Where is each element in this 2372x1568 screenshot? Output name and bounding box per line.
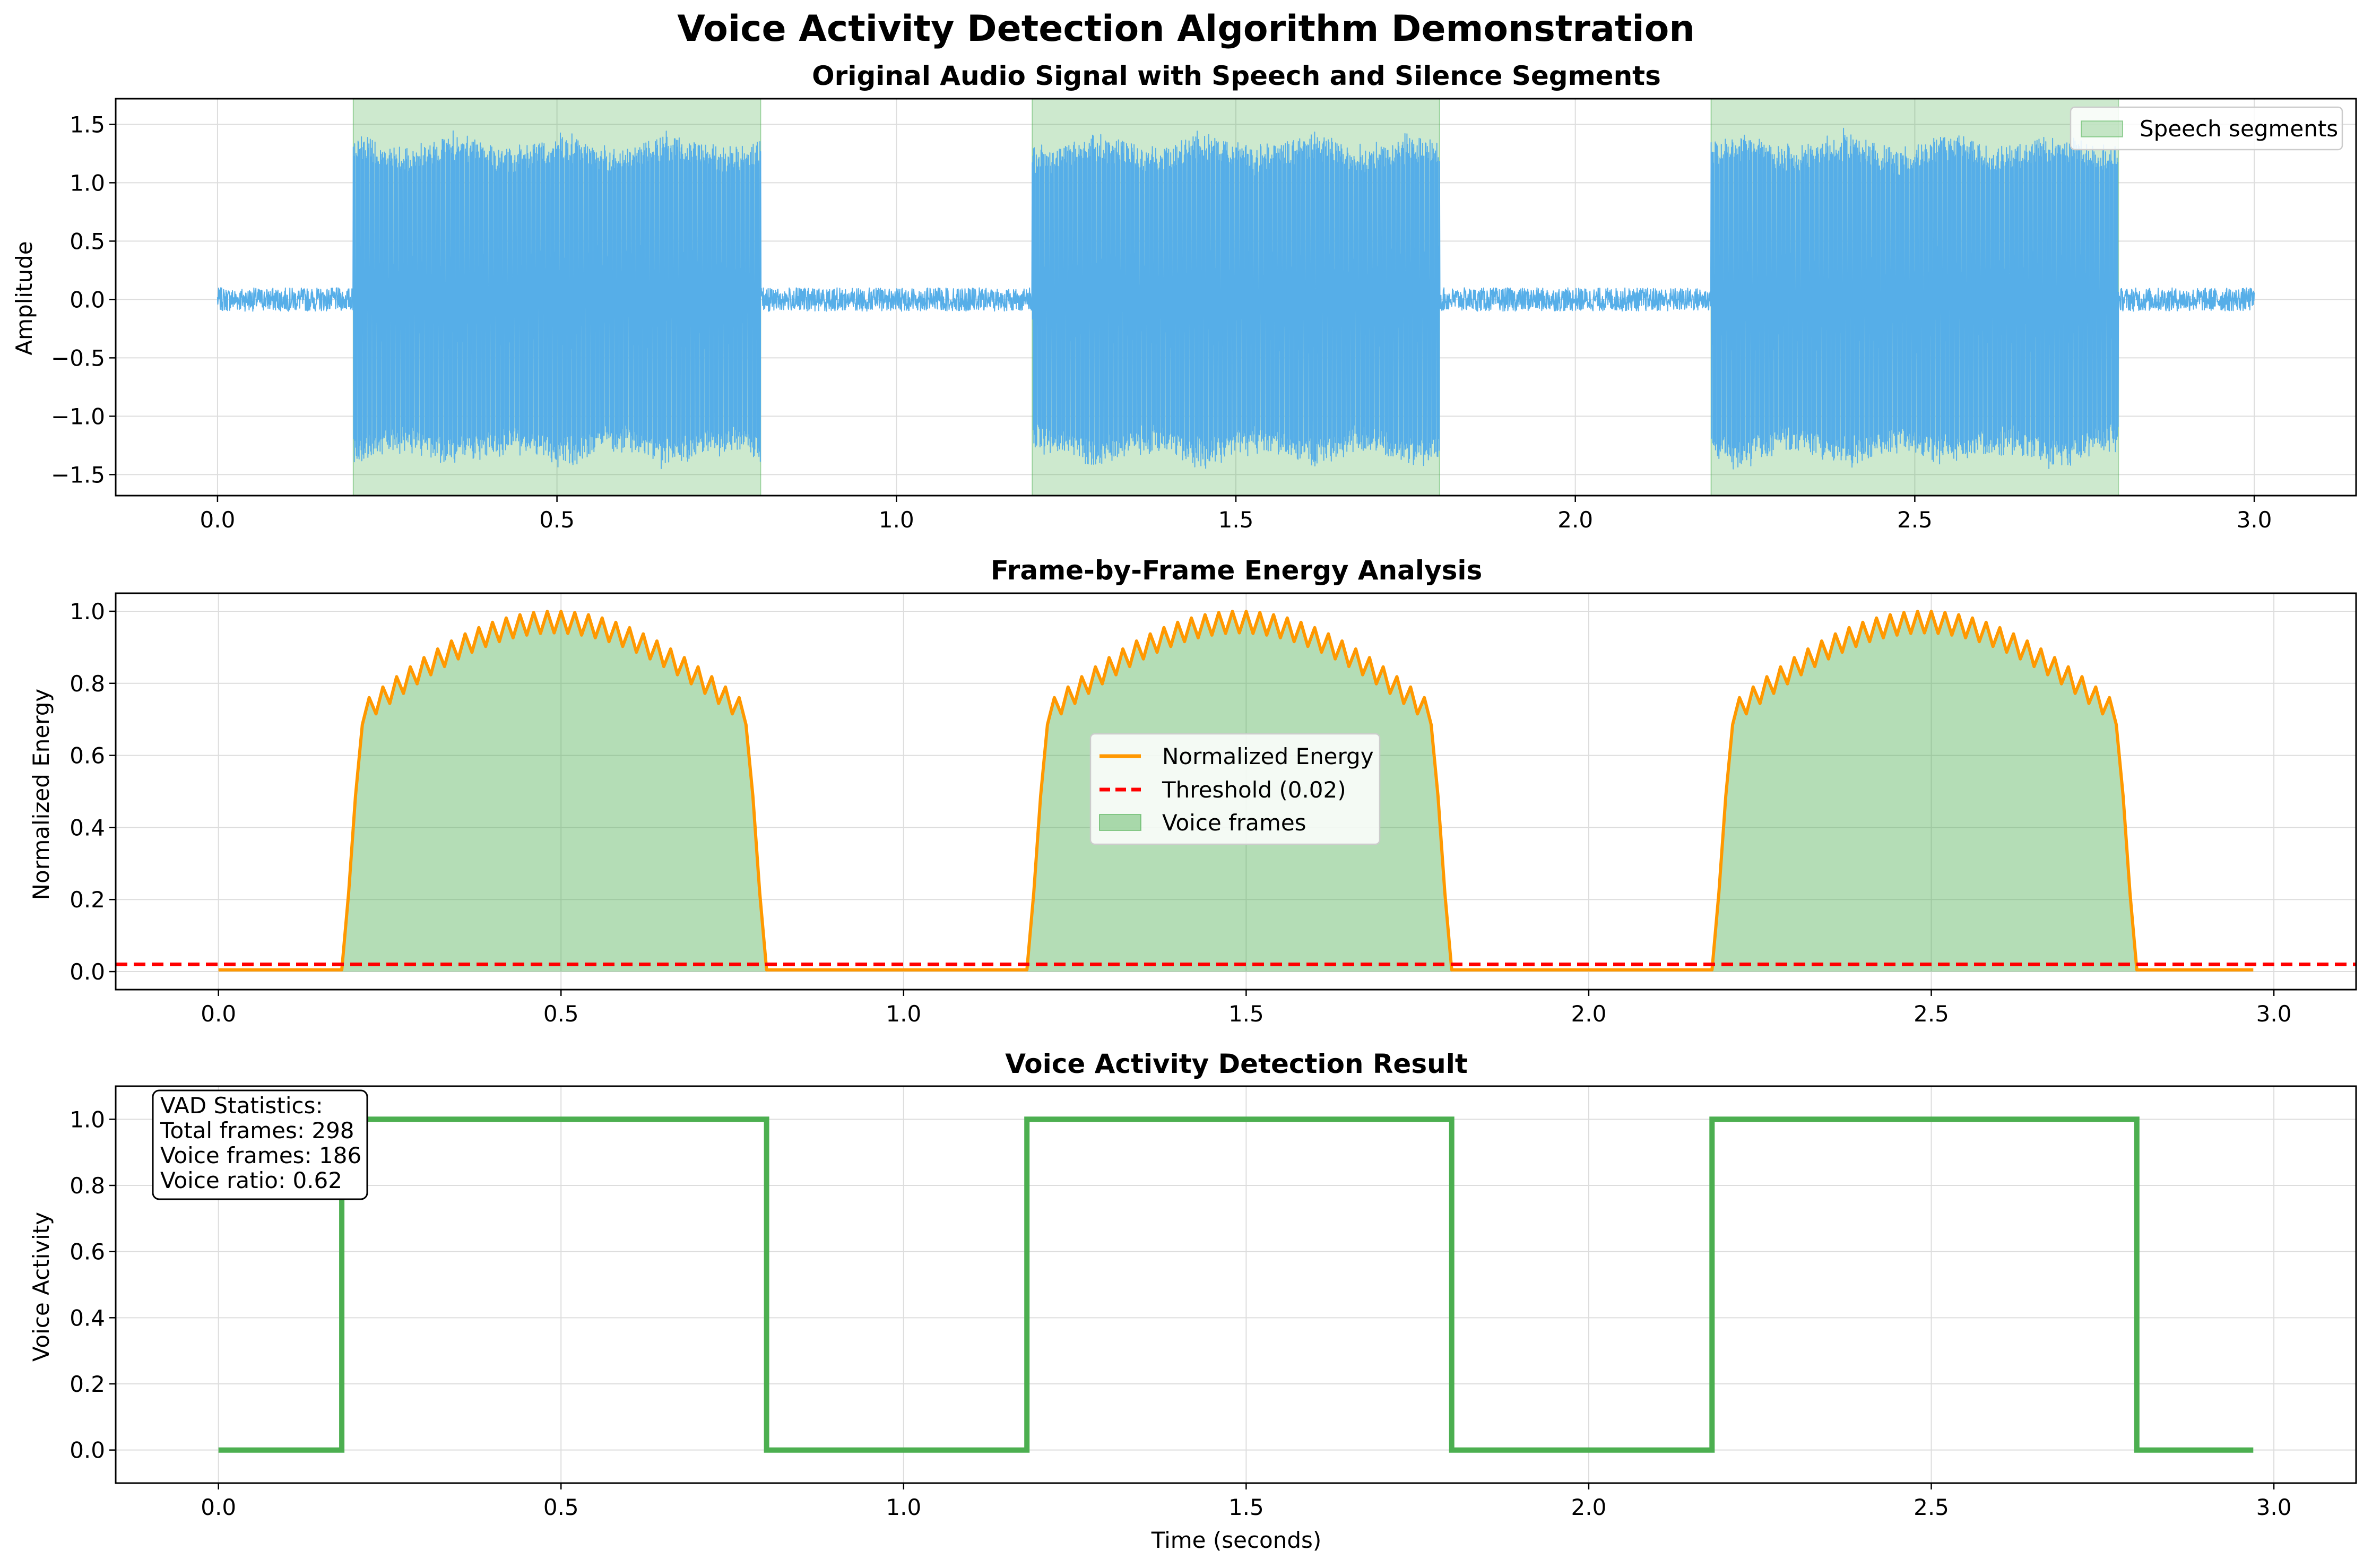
y-tick-label: 0.0 (70, 1437, 105, 1463)
voice-frame-fill (342, 611, 2137, 972)
x-tick-label: 2.0 (1557, 507, 1593, 533)
x-tick-label: 1.0 (886, 1001, 921, 1027)
grid-lines (116, 593, 2356, 990)
x-tick-label: 1.0 (879, 507, 914, 533)
y-tick-label: 0.0 (70, 287, 105, 313)
vad-step-series (218, 1116, 2254, 1453)
panel-energy-analysis: Frame-by-Frame Energy Analysis Normalize… (28, 555, 2357, 1027)
audio-signal-line (217, 127, 2255, 470)
x-tick-label: 0.5 (543, 1001, 579, 1027)
y-tick-label: 0.6 (70, 743, 105, 769)
x-tick-label: 3.0 (2237, 507, 2272, 533)
x-axis-label: Time (seconds) (1151, 1527, 1322, 1553)
grid-lines (116, 1086, 2356, 1483)
axis-ticks: 0.0 0.5 1.0 1.5 2.0 2.5 3.0 −1.5 −1.0 −0.5 0.0 0.5 1… (51, 111, 2272, 533)
stats-box-border (152, 1089, 368, 1200)
panel-audio-signal: Original Audio Signal with Speech and Si… (11, 60, 2357, 533)
legend-label-voice-frames: Voice frames (1162, 810, 1306, 836)
axis-ticks: 0.0 0.5 1.0 1.5 2.0 2.5 3.0 0.0 0.2 0.4 0.6 0.8 1.0 (70, 599, 2291, 1027)
stats-line-total-frames: Total frames: 298 (160, 1117, 354, 1143)
voice-frames-area (1712, 611, 2137, 972)
x-tick-label: 3.0 (2256, 1001, 2292, 1027)
y-tick-label: 0.8 (70, 671, 105, 697)
x-tick-label: 0.0 (201, 1001, 236, 1027)
legend: Normalized Energy Threshold (0.02) Voice… (1089, 733, 1381, 845)
x-tick-label: 1.5 (1228, 1494, 1264, 1520)
axis-ticks: 0.0 0.5 1.0 1.5 2.0 2.5 3.0 0.0 0.2 0.4 0.6 0.8 1.0 (70, 1106, 2291, 1520)
legend-box (2070, 106, 2343, 151)
legend-label-threshold: Threshold (0.02) (1162, 777, 1346, 803)
stats-line-header: VAD Statistics: (160, 1093, 323, 1119)
x-tick-label: 2.0 (1571, 1001, 1607, 1027)
legend-swatch-speech (2081, 120, 2123, 137)
x-tick-label: 2.5 (1914, 1001, 1949, 1027)
vad-step-line (218, 1116, 2254, 1453)
vad-statistics-box: VAD Statistics: Total frames: 298 Voice … (152, 1089, 368, 1200)
panel-vad-result: Voice Activity Detection Result Voice Ac… (28, 1049, 2357, 1553)
y-tick-label: 0.2 (70, 887, 105, 913)
energy-series (116, 610, 2356, 972)
y-tick-label: 0.8 (70, 1173, 105, 1199)
x-tick-label: 0.0 (200, 507, 236, 533)
energy-line (218, 610, 2254, 972)
y-tick-label: 0.4 (70, 1305, 105, 1331)
y-tick-label: 1.0 (70, 1106, 105, 1132)
voice-frames-area (342, 611, 767, 972)
legend-box (1089, 733, 1381, 845)
plot-frame (115, 1085, 2357, 1484)
legend-label-speech: Speech segments (2140, 116, 2338, 142)
x-tick-label: 3.0 (2256, 1494, 2292, 1520)
x-tick-label: 1.5 (1218, 507, 1254, 533)
legend-swatch-voice-frames (1099, 814, 1141, 831)
panel-title: Frame-by-Frame Energy Analysis (991, 555, 1483, 586)
stats-line-voice-ratio: Voice ratio: 0.62 (160, 1167, 342, 1193)
y-tick-label: 0.5 (70, 228, 105, 254)
y-tick-label: −1.5 (51, 462, 105, 488)
x-tick-label: 0.5 (543, 1494, 579, 1520)
figure-title: Voice Activity Detection Algorithm Demon… (677, 8, 1695, 50)
legend: Speech segments (2070, 106, 2343, 151)
y-tick-label: 0.4 (70, 815, 105, 841)
y-axis-label: Normalized Energy (28, 689, 54, 900)
y-tick-label: −1.0 (51, 403, 105, 429)
plot-frame (115, 592, 2357, 991)
y-tick-label: 0.6 (70, 1239, 105, 1265)
plot-frame (115, 98, 2357, 497)
x-tick-label: 2.5 (1914, 1494, 1949, 1520)
stats-line-voice-frames: Voice frames: 186 (160, 1142, 361, 1168)
y-axis-label: Voice Activity (28, 1212, 54, 1362)
panel-title: Original Audio Signal with Speech and Si… (812, 60, 1661, 91)
x-tick-label: 1.0 (886, 1494, 921, 1520)
x-tick-label: 0.5 (539, 507, 575, 533)
y-tick-label: 0.2 (70, 1371, 105, 1397)
y-tick-label: 1.0 (70, 170, 105, 196)
y-tick-label: 0.0 (70, 959, 105, 985)
y-axis-label: Amplitude (11, 241, 37, 355)
legend-label-energy: Normalized Energy (1162, 743, 1374, 769)
y-tick-label: −0.5 (51, 345, 105, 371)
x-tick-label: 2.0 (1571, 1494, 1607, 1520)
y-tick-label: 1.0 (70, 599, 105, 625)
panel-title: Voice Activity Detection Result (1005, 1049, 1467, 1079)
x-tick-label: 2.5 (1897, 507, 1933, 533)
audio-signal-series (217, 127, 2255, 470)
x-tick-label: 0.0 (201, 1494, 236, 1520)
y-tick-label: 1.5 (70, 111, 105, 137)
x-tick-label: 1.5 (1228, 1001, 1264, 1027)
